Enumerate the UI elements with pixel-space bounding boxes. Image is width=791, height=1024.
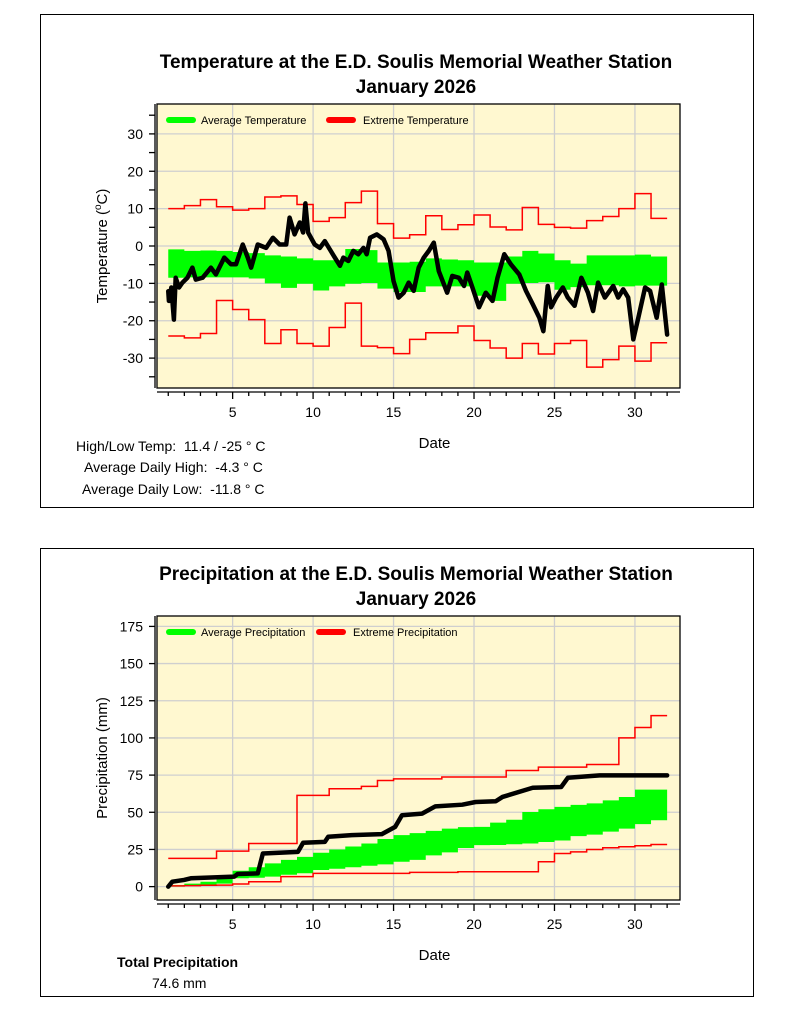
precipitation-extreme-high-line — [168, 714, 668, 860]
temperature-y-tick-label: 20 — [127, 163, 143, 179]
precipitation-y-tick-label: 25 — [127, 841, 143, 857]
temperature-y-axis-label: Temperature (oC) — [93, 189, 111, 304]
precipitation-y-tick-label: 100 — [120, 730, 144, 746]
temperature-y-tick-label: 10 — [127, 201, 143, 217]
temperature-y-tick-label: -20 — [123, 313, 143, 329]
precipitation-x-axis-label: Date — [419, 947, 451, 964]
precipitation-y-tick-label: 75 — [127, 767, 143, 783]
temperature-x-tick-label: 25 — [547, 404, 563, 420]
precipitation-x-tick-label: 30 — [627, 916, 643, 932]
precipitation-average-band — [168, 789, 668, 887]
temperature-x-tick-label: 20 — [466, 404, 482, 420]
total-precipitation-label: Total Precipitation — [117, 954, 239, 970]
precipitation-y-tick-label: 150 — [120, 656, 144, 672]
temperature-y-tick-label: 0 — [135, 238, 143, 254]
precipitation-x-tick-label: 25 — [547, 916, 563, 932]
temperature-x-tick-label: 30 — [627, 404, 643, 420]
temperature-legend-extreme-label: Extreme Temperature — [363, 115, 469, 127]
high-low-temp-stat: High/Low Temp: 11.4 / -25 ° C — [76, 438, 266, 454]
precipitation-chart-subtitle: January 2026 — [355, 589, 477, 610]
precipitation-y-tick-label: 50 — [127, 804, 143, 820]
temperature-x-tick-label: 10 — [305, 404, 321, 420]
temperature-observed-line — [166, 201, 670, 342]
temperature-x-axis-label: Date — [419, 435, 451, 452]
precipitation-observed-line — [166, 773, 670, 889]
total-precipitation-value: 74.6 mm — [152, 975, 207, 991]
precipitation-x-tick-label: 20 — [466, 916, 482, 932]
temperature-extreme-low-line — [168, 299, 668, 368]
precipitation-x-tick-label: 15 — [386, 916, 402, 932]
temperature-chart-subtitle: January 2026 — [355, 77, 477, 98]
precipitation-chart-title: Precipitation at the E.D. Soulis Memoria… — [159, 564, 673, 585]
temperature-chart-title: Temperature at the E.D. Soulis Memorial … — [159, 52, 673, 73]
precipitation-x-tick-label: 5 — [229, 916, 237, 932]
precipitation-plot-frame — [156, 615, 681, 901]
temperature-x-tick-label: 15 — [386, 404, 402, 420]
avg-daily-high-stat: Average Daily High: -4.3 ° C — [84, 459, 263, 475]
temperature-x-tick-label: 5 — [229, 404, 237, 420]
avg-daily-low-stat: Average Daily Low: -11.8 ° C — [82, 481, 265, 497]
precipitation-y-tick-label: 125 — [120, 693, 144, 709]
precipitation-legend-extreme-label: Extreme Precipitation — [353, 627, 458, 639]
precipitation-extreme-low-line — [168, 843, 668, 887]
temperature-y-tick-label: -10 — [123, 275, 143, 291]
temperature-extreme-high-line — [168, 190, 668, 239]
precipitation-legend-average-label: Average Precipitation — [201, 627, 305, 639]
temperature-legend-average-label: Average Temperature — [201, 115, 306, 127]
temperature-y-tick-label: 30 — [127, 126, 143, 142]
precipitation-y-tick-label: 0 — [135, 879, 143, 895]
temperature-plot-frame — [156, 103, 681, 389]
precipitation-x-tick-label: 10 — [305, 916, 321, 932]
precipitation-y-tick-label: 175 — [120, 618, 144, 634]
temperature-y-tick-label: -30 — [123, 350, 143, 366]
precipitation-y-axis-label: Precipitation (mm) — [94, 697, 111, 819]
